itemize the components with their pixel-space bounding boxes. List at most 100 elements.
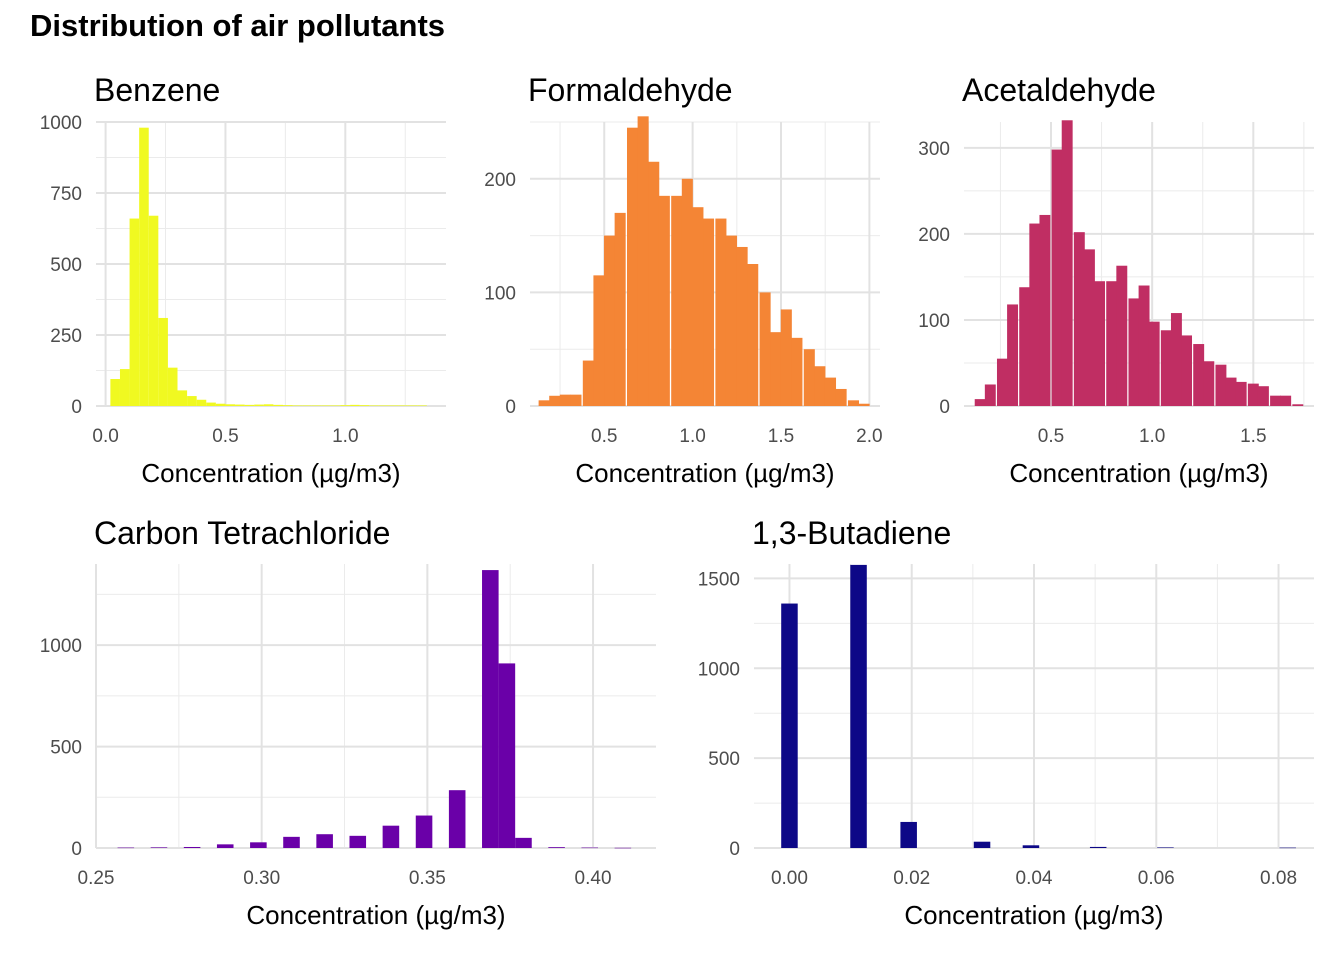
histogram-bar bbox=[781, 603, 798, 848]
x-axis-label: Concentration (µg/m3) bbox=[575, 458, 834, 488]
histogram-bar bbox=[1073, 232, 1085, 406]
histogram-bar bbox=[759, 292, 771, 406]
histogram-bar bbox=[1116, 265, 1128, 406]
histogram-bar bbox=[974, 399, 986, 406]
panel-title: Carbon Tetrachloride bbox=[94, 515, 390, 551]
histogram-bar bbox=[549, 395, 561, 406]
x-tick-label: 0.5 bbox=[212, 426, 238, 447]
histogram-bar bbox=[302, 405, 312, 406]
histogram-bar bbox=[1128, 298, 1140, 406]
histogram-bar bbox=[139, 127, 149, 407]
histogram-bar bbox=[282, 405, 293, 406]
histogram-bar bbox=[225, 404, 236, 406]
panel-title: Benzene bbox=[94, 72, 220, 108]
histogram-bar bbox=[648, 161, 660, 406]
x-tick-label: 0.04 bbox=[1016, 868, 1053, 889]
histogram-bar bbox=[1270, 395, 1282, 406]
histogram-bar bbox=[814, 366, 826, 406]
x-tick-label: 0.5 bbox=[591, 426, 617, 447]
x-tick-label: 1.0 bbox=[679, 426, 705, 447]
histogram-bar bbox=[482, 570, 499, 848]
y-tick-label: 0 bbox=[729, 839, 740, 860]
y-tick-label: 0 bbox=[71, 397, 82, 418]
panel-formaldehyde: 0 100 200 0.5 1.0 1.5 2.0 Formaldehyde Concentra… bbox=[484, 72, 882, 488]
histogram-bar bbox=[803, 349, 815, 406]
y-tick-label: 1000 bbox=[698, 659, 740, 680]
x-tick-label: 0.02 bbox=[893, 868, 930, 889]
histogram-bar bbox=[770, 332, 782, 406]
histogram-bar bbox=[119, 369, 130, 406]
y-tick-label: 0 bbox=[71, 839, 82, 860]
histogram-bar bbox=[1083, 249, 1095, 406]
histogram-bar bbox=[747, 264, 759, 406]
histogram-bar bbox=[835, 388, 847, 406]
y-tick-label: 0 bbox=[505, 397, 516, 418]
histogram-bar bbox=[692, 207, 704, 406]
histogram-bar bbox=[1225, 377, 1237, 406]
panel-carbon-tetrachloride: 0 500 1000 0.25 0.30 0.35 0.40 Carbon Tetrachlo… bbox=[40, 515, 656, 930]
x-tick-label: 0.5 bbox=[1038, 426, 1064, 447]
histogram-bar bbox=[250, 842, 267, 848]
histogram-bar bbox=[627, 127, 639, 407]
x-tick-label: 1.5 bbox=[768, 426, 794, 447]
histogram-bar bbox=[359, 405, 370, 406]
histogram-bar bbox=[350, 404, 360, 406]
histogram-bar bbox=[1157, 847, 1174, 848]
histogram-bar bbox=[604, 235, 616, 406]
histogram-bar bbox=[1257, 386, 1269, 406]
x-tick-label: 0.40 bbox=[575, 868, 612, 889]
panel-benzene: 0 250 500 750 1000 0.0 0.5 1.0 Benzene Concentrat… bbox=[40, 72, 446, 488]
y-tick-label: 300 bbox=[918, 139, 950, 160]
y-tick-label: 250 bbox=[50, 326, 82, 347]
histogram-bar bbox=[538, 400, 550, 406]
x-tick-label: 1.0 bbox=[332, 426, 358, 447]
histogram-bar bbox=[973, 841, 991, 848]
histogram-bar bbox=[984, 384, 996, 406]
histogram-bar bbox=[254, 404, 264, 406]
histogram-bar bbox=[1138, 285, 1150, 406]
histogram-bar bbox=[417, 405, 427, 406]
histogram-bar bbox=[1280, 395, 1292, 406]
y-tick-label: 100 bbox=[918, 311, 950, 332]
histogram-bar bbox=[1215, 364, 1227, 406]
x-tick-label: 0.35 bbox=[409, 868, 446, 889]
histogram-bar bbox=[736, 246, 748, 406]
y-tick-label: 200 bbox=[918, 225, 950, 246]
histogram-bar bbox=[340, 405, 351, 406]
histogram-bar bbox=[1007, 304, 1019, 406]
histogram-bar bbox=[382, 825, 400, 848]
histogram-bar bbox=[235, 404, 245, 406]
histogram-bar bbox=[110, 379, 120, 406]
y-tick-label: 500 bbox=[50, 255, 82, 276]
y-tick-label: 1000 bbox=[40, 113, 82, 134]
histogram-bar bbox=[369, 405, 379, 406]
histogram-bar bbox=[148, 215, 159, 406]
histogram-bar bbox=[1292, 404, 1304, 406]
x-tick-label: 0.00 bbox=[771, 868, 808, 889]
panel-title: Acetaldehyde bbox=[962, 72, 1156, 108]
histogram-bar bbox=[292, 405, 303, 406]
histogram-bar bbox=[824, 377, 837, 406]
histogram-bar bbox=[196, 399, 207, 406]
panel-title: 1,3-Butadiene bbox=[752, 515, 951, 551]
histogram-bar bbox=[658, 195, 670, 406]
x-tick-label: 2.0 bbox=[856, 426, 882, 447]
histogram-bar bbox=[1170, 313, 1182, 406]
histogram-bar bbox=[548, 847, 565, 848]
histogram-bar bbox=[1106, 281, 1118, 406]
histogram-bar bbox=[637, 116, 649, 406]
x-tick-label: 1.0 bbox=[1139, 426, 1165, 447]
panel-title: Formaldehyde bbox=[528, 72, 733, 108]
histogram-bar bbox=[614, 212, 626, 406]
x-tick-label: 1.5 bbox=[1240, 426, 1266, 447]
histogram-bar bbox=[725, 235, 738, 406]
x-tick-label: 0.08 bbox=[1260, 868, 1297, 889]
x-axis-label: Concentration (µg/m3) bbox=[141, 458, 400, 488]
histogram-bar bbox=[1089, 846, 1107, 848]
x-axis-label: Concentration (µg/m3) bbox=[904, 900, 1163, 930]
histogram-bar bbox=[244, 404, 255, 406]
histogram-bar bbox=[398, 405, 408, 406]
figure-title: Distribution of air pollutants bbox=[30, 8, 446, 43]
panel-1-3-butadiene: 0 500 1000 1500 0.00 0.02 0.04 0.06 0.08 1,3-Buta… bbox=[698, 515, 1314, 930]
histogram-bar bbox=[349, 835, 367, 848]
